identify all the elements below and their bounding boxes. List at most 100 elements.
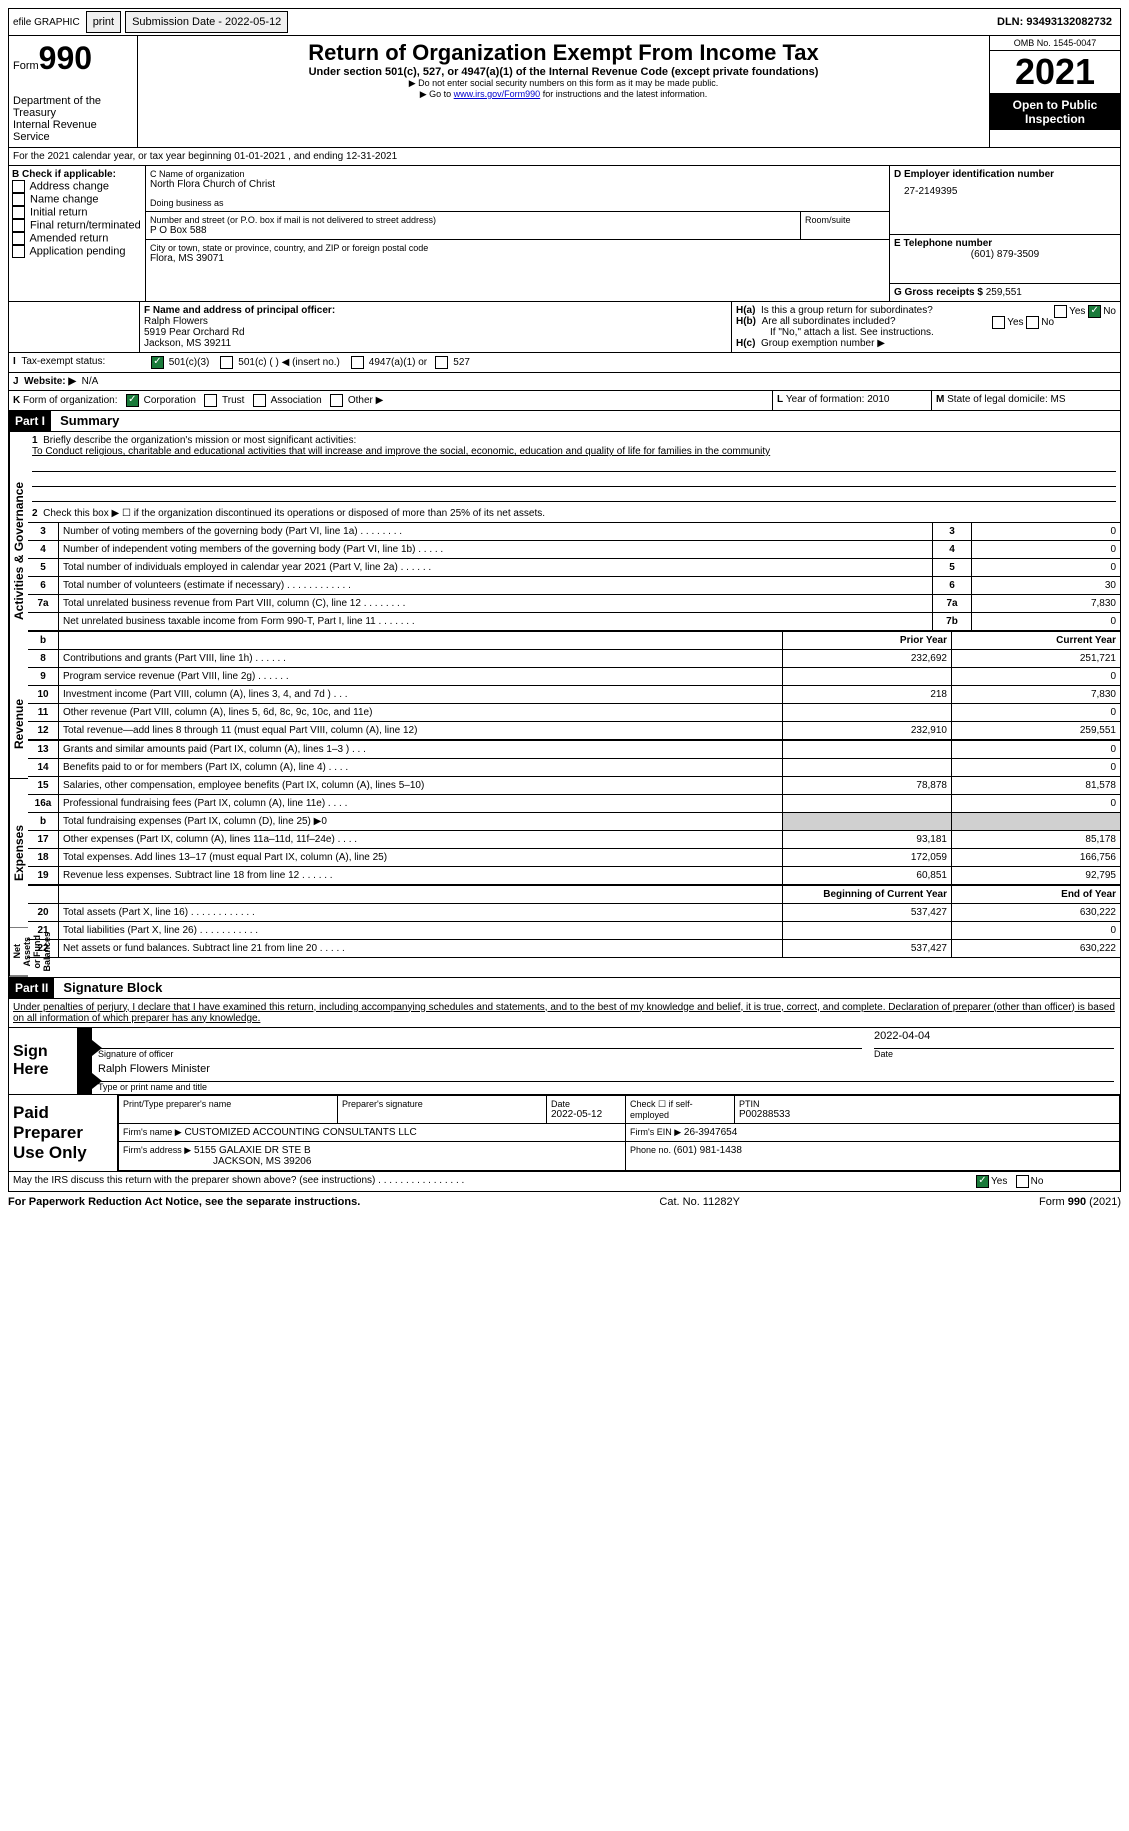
dept-treasury: Department of the Treasury	[13, 95, 133, 119]
prep-row-3: Firm's address ▶ 5155 GALAXIE DR STE BJA…	[119, 1141, 1120, 1170]
summary-row: 5Total number of individuals employed in…	[28, 559, 1120, 577]
summary-row: 12Total revenue—add lines 8 through 11 (…	[28, 722, 1120, 740]
K-assoc[interactable]	[253, 394, 266, 407]
form-subtitle-2: ▶ Do not enter social security numbers o…	[142, 78, 985, 89]
prep-ptin-value: P00288533	[739, 1109, 1115, 1120]
pycy-header: b Prior Year Current Year	[28, 632, 1120, 650]
E-label: E Telephone number	[894, 238, 1116, 249]
revenue-table: b Prior Year Current Year 8Contributions…	[28, 631, 1120, 740]
summary-content: 1 Briefly describe the organization's mi…	[28, 432, 1120, 977]
Ha-no[interactable]	[1088, 305, 1101, 318]
firm-value: CUSTOMIZED ACCOUNTING CONSULTANTS LLC	[184, 1127, 416, 1138]
summary-row: 17Other expenses (Part IX, column (A), l…	[28, 831, 1120, 849]
summary-row: bTotal fundraising expenses (Part IX, co…	[28, 813, 1120, 831]
sig-officer: Signature of officer	[92, 1028, 868, 1061]
summary-row: 18Total expenses. Add lines 13–17 (must …	[28, 849, 1120, 867]
firm-addr2: JACKSON, MS 39206	[123, 1156, 311, 1167]
subdate-value: 2022-05-12	[225, 16, 281, 28]
footer-mid: Cat. No. 11282Y	[659, 1196, 740, 1208]
I-opts: 501(c)(3) 501(c) ( ) ◀ (insert no.) 4947…	[147, 353, 1120, 372]
penalties-text: Under penalties of perjury, I declare th…	[8, 999, 1121, 1028]
box-B: B Check if applicable: Address change Na…	[9, 166, 146, 301]
K-corp[interactable]	[126, 394, 139, 407]
I-527[interactable]	[435, 356, 448, 369]
I-label: Tax-exempt status:	[21, 356, 105, 367]
summary-row: 6Total number of volunteers (estimate if…	[28, 577, 1120, 595]
C-dba-label: Doing business as	[150, 198, 885, 208]
footer-left: For Paperwork Reduction Act Notice, see …	[8, 1196, 360, 1208]
summary-row: Net unrelated business taxable income fr…	[28, 613, 1120, 631]
section-b-through-g: B Check if applicable: Address change Na…	[8, 166, 1121, 302]
I-opt1: 501(c) ( ) ◀ (insert no.)	[238, 357, 340, 368]
irs-link[interactable]: www.irs.gov/Form990	[454, 89, 541, 99]
firm-label: Firm's name ▶	[123, 1127, 182, 1137]
summary-row: 21Total liabilities (Part X, line 26) . …	[28, 922, 1120, 940]
I-4947[interactable]	[351, 356, 364, 369]
J-value: N/A	[82, 376, 99, 387]
I-501c[interactable]	[220, 356, 233, 369]
no-label2: No	[1041, 317, 1054, 328]
dln: DLN: 93493132082732	[989, 12, 1120, 32]
discuss-no[interactable]	[1016, 1175, 1029, 1188]
summary-row: 15Salaries, other compensation, employee…	[28, 777, 1120, 795]
K-opt0: Corporation	[144, 395, 196, 406]
C-nameorg-label: C Name of organization	[150, 169, 885, 179]
sign-here-label: Sign Here	[9, 1028, 78, 1094]
F-name: Ralph Flowers	[144, 316, 727, 327]
box-K: K Form of organization: Corporation Trus…	[9, 391, 773, 410]
part1-title: Summary	[54, 410, 125, 431]
prep-name-label: Print/Type preparer's name	[123, 1099, 333, 1109]
part1-label: Part I	[9, 411, 51, 431]
B-option: Initial return	[12, 206, 142, 219]
B-checkbox[interactable]	[12, 206, 25, 219]
I-501c3[interactable]	[151, 356, 164, 369]
hdr-current-year: Current Year	[952, 632, 1121, 650]
q1-text: Briefly describe the organization's miss…	[43, 435, 356, 446]
H-c: H(c) Group exemption number ▶	[736, 338, 1116, 349]
part2-title: Signature Block	[57, 977, 168, 998]
K-other[interactable]	[330, 394, 343, 407]
nafb-header: Beginning of Current Year End of Year	[28, 886, 1120, 904]
Hb-yes[interactable]	[992, 316, 1005, 329]
sig-officer-label: Signature of officer	[98, 1049, 862, 1059]
J-label: Website: ▶	[24, 376, 76, 387]
B-checkbox[interactable]	[12, 232, 25, 245]
K-trust[interactable]	[204, 394, 217, 407]
D-label: D Employer identification number	[894, 169, 1116, 180]
hdr-end-year: End of Year	[952, 886, 1121, 904]
B-checkbox[interactable]	[12, 245, 25, 258]
efile-label: efile GRAPHIC	[9, 14, 84, 31]
hdr-spacer	[59, 632, 783, 650]
q2-text: Check this box ▶ ☐ if the organization d…	[43, 508, 545, 519]
print-button[interactable]: print	[86, 11, 121, 33]
summary-row: 3Number of voting members of the governi…	[28, 523, 1120, 541]
section-F-H: F Name and address of principal officer:…	[8, 302, 1121, 353]
F-label: F Name and address of principal officer:	[144, 305, 727, 316]
form-label: Form	[13, 60, 39, 72]
K-opt1: Trust	[222, 395, 244, 406]
yes-label: Yes	[1069, 306, 1085, 317]
dln-label: DLN:	[997, 16, 1026, 28]
part2-label: Part II	[9, 978, 54, 998]
C-street-value: P O Box 588	[150, 225, 796, 236]
side-revenue: Revenue	[9, 670, 28, 779]
discuss-answer: Yes No	[972, 1172, 1120, 1191]
form-id-box: Form990 Department of the Treasury Inter…	[9, 36, 138, 147]
omb-number: OMB No. 1545-0047	[990, 36, 1120, 51]
part2-bar: Part II Signature Block	[8, 978, 1121, 999]
hdr-prior-year: Prior Year	[783, 632, 952, 650]
B-checkbox[interactable]	[12, 219, 25, 232]
C-nameorg-value: North Flora Church of Christ	[150, 179, 885, 190]
discuss-yes[interactable]	[976, 1175, 989, 1188]
B-checkbox[interactable]	[12, 180, 25, 193]
ein-label: Firm's EIN ▶	[630, 1127, 681, 1137]
Ha-yes[interactable]	[1054, 305, 1067, 318]
top-bar: efile GRAPHIC print Submission Date - 20…	[8, 8, 1121, 36]
discuss-row: May the IRS discuss this return with the…	[8, 1172, 1121, 1192]
B-checkbox[interactable]	[12, 193, 25, 206]
goto-post: for instructions and the latest informat…	[540, 89, 707, 99]
Hb-no[interactable]	[1026, 316, 1039, 329]
K-opt2: Association	[271, 395, 322, 406]
prep-ptin-label: PTIN	[739, 1099, 1115, 1109]
prep-row-1: Print/Type preparer's name Preparer's si…	[119, 1095, 1120, 1123]
